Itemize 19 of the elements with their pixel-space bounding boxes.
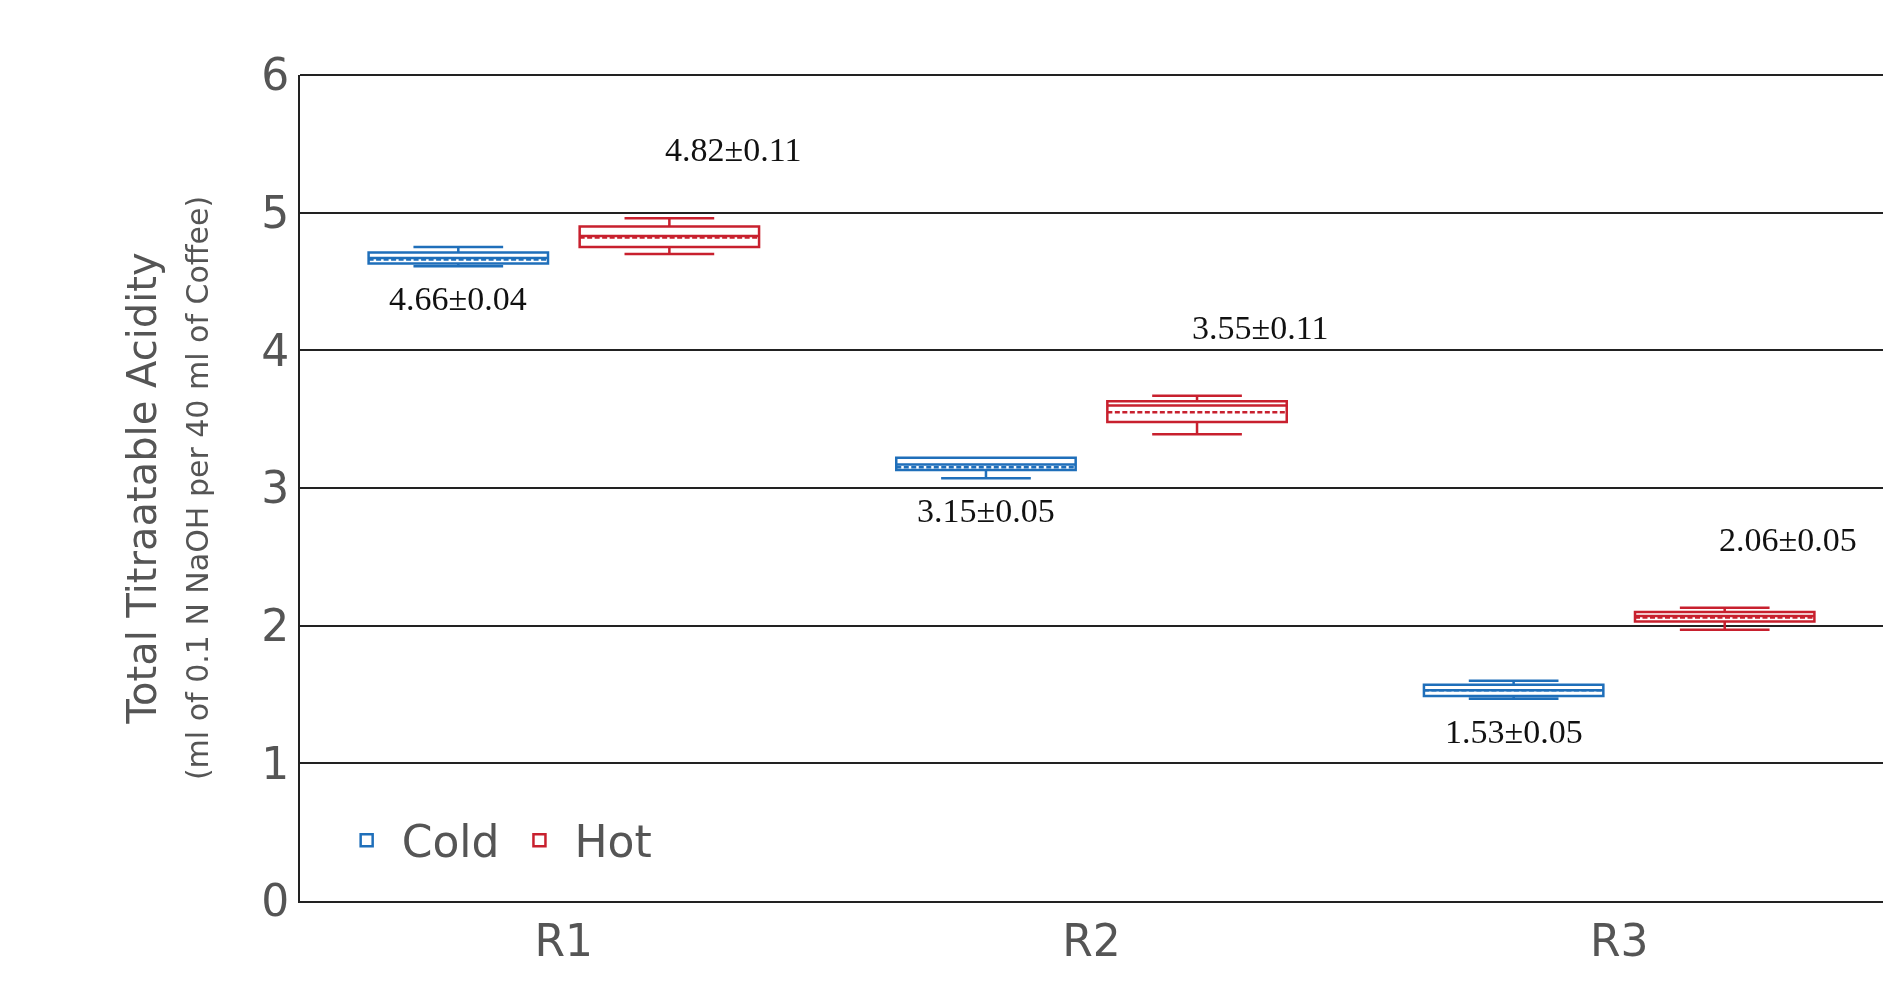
- annotation: 4.82±0.11: [665, 131, 802, 168]
- y-tick-label: 6: [261, 49, 290, 101]
- legend-label: Cold: [401, 816, 500, 868]
- x-tick-label: R3: [1589, 914, 1649, 966]
- y-tick-label: 2: [261, 600, 290, 652]
- annotation: 3.15±0.05: [917, 492, 1055, 529]
- annotation: 3.55±0.11: [1192, 309, 1329, 346]
- y-axis-title: Total Titraatable Acidity (ml of 0.1 N NaOH per 40 ml of Coffee): [119, 195, 216, 781]
- y-tick-label: 5: [261, 187, 290, 239]
- y-tick-label: 3: [261, 462, 290, 514]
- legend-label: Hot: [574, 816, 652, 868]
- annotation: 1.53±0.05: [1445, 713, 1583, 750]
- annotation: 2.06±0.05: [1719, 521, 1857, 558]
- x-tick-label: R2: [1062, 914, 1121, 966]
- y-tick-label: 0: [261, 875, 290, 927]
- x-tick-label: R1: [534, 914, 594, 966]
- y-tick-label: 4: [261, 324, 290, 376]
- annotation: 4.66±0.04: [389, 280, 527, 317]
- y-tick-label: 1: [261, 737, 290, 789]
